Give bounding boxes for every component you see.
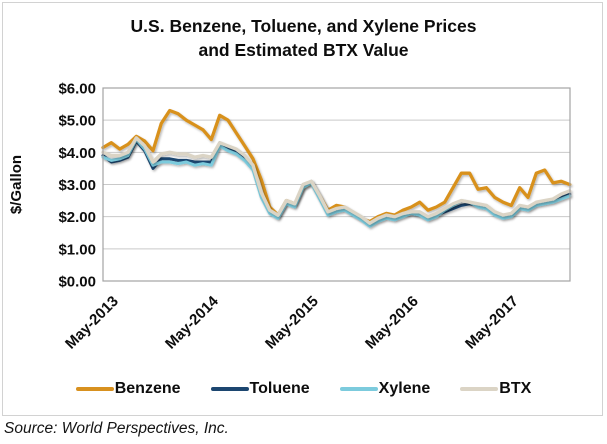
legend-swatch-benzene [75,386,114,392]
x-axis-tick-labels: May-2013 May-2014 May-2015 May-2016 May-2017 [62,292,522,352]
x-tick-label: May-2015 [262,293,322,353]
legend-swatch-toluene [210,386,249,392]
chart-title-line-1: U.S. Benzene, Toluene, and Xylene Prices [130,16,477,36]
y-tick-label: $4.00 [58,145,96,162]
x-tick-label: May-2017 [462,293,522,353]
series-line-benzene [101,108,572,224]
x-tick-label: May-2016 [362,293,422,353]
source-note: Source: World Perspectives, Inc. [4,420,229,437]
series-line-btx [101,136,572,225]
plot-area [102,87,571,282]
x-tick-label: May-2013 [62,293,122,353]
y-tick-label: $6.00 [58,81,96,98]
chart-legend: Benzene Toluene Xylene BTX [0,380,607,398]
legend-item-toluene: Toluene [210,380,310,398]
series-lines [101,108,572,228]
price-chart: $6.00 $5.00 $4.00 $3.00 $2.00 $1.00 $0.00 May-… [8,81,572,353]
y-tick-label: $0.00 [58,274,96,291]
y-axis-tick-labels: $6.00 $5.00 $4.00 $3.00 $2.00 $1.00 $0.00 [58,81,96,291]
legend-label-benzene: Benzene [114,380,181,397]
legend-label-xylene: Xylene [378,380,431,397]
y-tick-label: $1.00 [58,241,96,258]
gridlines [103,87,570,282]
y-tick-label: $5.00 [58,113,96,130]
series-line-xylene [101,138,572,228]
chart-figure [2,2,603,416]
y-tick-label: $2.00 [58,209,96,226]
x-tick-label: May-2014 [162,292,222,352]
y-axis-title: $/Gallon [8,155,25,214]
legend-label-btx: BTX [499,380,532,397]
legend-swatch-btx [460,386,499,392]
y-tick-label: $3.00 [58,177,96,194]
chart-title: U.S. Benzene, Toluene, and Xylene Prices… [0,14,607,62]
legend-item-btx: BTX [460,380,531,398]
legend-item-xylene: Xylene [339,380,431,398]
chart-title-line-2: and Estimated BTX Value [198,40,409,60]
legend-label-toluene: Toluene [249,380,310,397]
legend-item-benzene: Benzene [75,380,181,398]
legend-swatch-xylene [339,386,378,392]
